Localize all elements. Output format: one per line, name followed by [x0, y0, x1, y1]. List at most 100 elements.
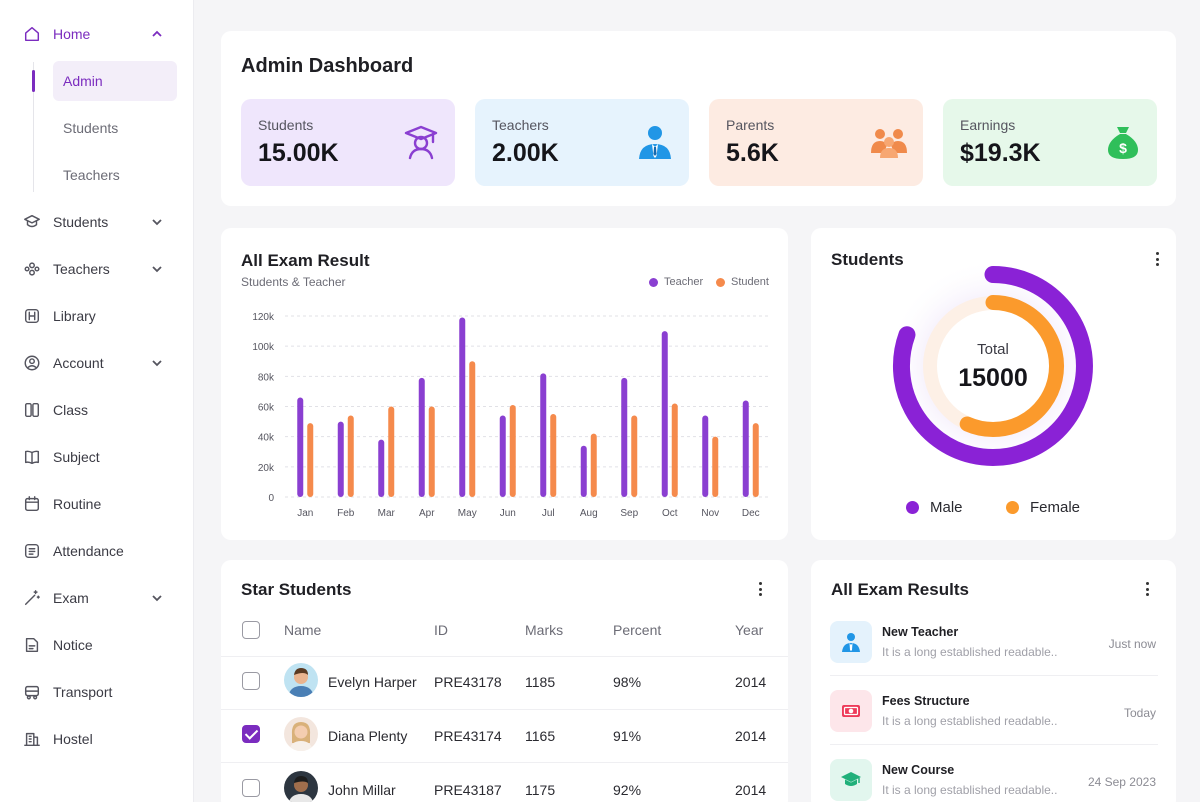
legend-label: Teacher — [664, 276, 704, 288]
y-tick-label: 0 — [268, 493, 274, 504]
x-tick-label: Feb — [337, 508, 355, 519]
bar-teacher-sep[interactable] — [621, 377, 628, 497]
row-checkbox[interactable] — [242, 725, 260, 743]
donut-center — [937, 310, 1049, 422]
list-item[interactable]: New Teacher It is a long established rea… — [830, 619, 1158, 687]
sidebar-item-students[interactable]: Students — [22, 210, 172, 234]
bar-teacher-nov[interactable] — [702, 415, 709, 497]
bar-teacher-apr[interactable] — [418, 377, 425, 497]
bar-student-jul[interactable] — [550, 414, 557, 497]
bar-student-sep[interactable] — [631, 415, 638, 497]
stat-card-parents[interactable]: Parents 5.6K — [709, 99, 923, 186]
teacher-icon — [639, 126, 671, 159]
sidebar-sub-admin[interactable]: Admin — [53, 61, 177, 101]
sidebar-item-label: Teachers — [53, 261, 110, 277]
chevron-down-icon[interactable] — [150, 591, 164, 605]
bar-student-apr[interactable] — [428, 406, 435, 498]
list-item[interactable]: Fees Structure It is a long established … — [830, 688, 1158, 756]
sidebar-item-teachers[interactable]: Teachers — [22, 257, 172, 281]
sidebar-item-label: Students — [53, 214, 109, 230]
bar-teacher-dec[interactable] — [742, 400, 749, 497]
legend-label: Student — [731, 276, 769, 288]
bar-student-aug[interactable] — [590, 433, 597, 497]
student-marks: 1165 — [525, 728, 556, 744]
more-options-icon[interactable] — [1155, 252, 1159, 266]
select-all-checkbox[interactable] — [242, 621, 260, 639]
table-row[interactable] — [221, 656, 788, 709]
bar-teacher-aug[interactable] — [580, 445, 587, 497]
sidebar-item-hostel[interactable]: Hostel — [22, 727, 172, 751]
stat-value: 5.6K — [726, 139, 779, 167]
result-title: New Course — [882, 763, 955, 777]
stat-card-teachers[interactable]: Teachers 2.00K — [475, 99, 689, 186]
more-options-icon[interactable] — [758, 582, 762, 596]
sidebar-item-notice[interactable]: Notice — [22, 633, 172, 657]
bar-teacher-mar[interactable] — [378, 439, 385, 497]
x-tick-label: Aug — [580, 508, 598, 519]
chevron-up-icon[interactable] — [150, 27, 164, 41]
stat-card-students[interactable]: Students 15.00K — [241, 99, 455, 186]
sidebar-sub-students[interactable]: Students — [63, 120, 119, 136]
svg-text:$: $ — [1119, 140, 1127, 156]
column-header-year[interactable]: Year — [735, 622, 764, 638]
chevron-down-icon[interactable] — [150, 262, 164, 276]
result-title: Fees Structure — [882, 694, 970, 708]
student-name: John Millar — [328, 782, 396, 798]
student-percent: 98% — [613, 674, 642, 690]
chevron-down-icon[interactable] — [150, 215, 164, 229]
stat-card-earnings[interactable]: Earnings $19.3K $ — [943, 99, 1157, 186]
x-tick-label: Mar — [378, 508, 396, 519]
parents-icon — [871, 129, 907, 158]
row-checkbox[interactable] — [242, 672, 260, 690]
student-id: PRE43178 — [434, 674, 502, 690]
bar-student-jan[interactable] — [307, 423, 314, 497]
column-header-percent[interactable]: Percent — [613, 622, 662, 638]
hostel-icon — [22, 729, 42, 749]
bar-teacher-jun[interactable] — [499, 415, 506, 497]
student-year: 2014 — [735, 782, 767, 798]
table-row[interactable] — [221, 762, 788, 802]
money-icon — [830, 690, 872, 732]
sidebar-item-class[interactable]: Class — [22, 398, 172, 422]
column-header-marks[interactable]: Marks — [525, 622, 564, 638]
bar-teacher-oct[interactable] — [661, 331, 668, 497]
bar-student-dec[interactable] — [752, 423, 759, 497]
x-tick-label: Apr — [419, 508, 435, 519]
bar-student-feb[interactable] — [347, 415, 354, 497]
sidebar-item-label: Routine — [53, 496, 102, 512]
list-item[interactable]: New Course It is a long established read… — [830, 757, 1158, 802]
sidebar-item-account[interactable]: Account — [22, 351, 172, 375]
bar-teacher-jan[interactable] — [297, 397, 304, 497]
bar-student-mar[interactable] — [388, 406, 395, 498]
graduate-icon — [22, 212, 42, 232]
y-tick-label: 80k — [258, 372, 275, 383]
bar-student-may[interactable] — [469, 361, 476, 497]
sidebar-item-home[interactable]: Home — [22, 22, 172, 46]
sidebar-sub-teachers[interactable]: Teachers — [63, 167, 120, 183]
bar-student-oct[interactable] — [671, 403, 678, 497]
bar-teacher-may[interactable] — [459, 317, 466, 497]
student-name: Evelyn Harper — [328, 674, 417, 690]
graduate-icon — [404, 125, 438, 160]
bar-teacher-jul[interactable] — [540, 373, 547, 497]
sidebar-item-attendance[interactable]: Attendance — [22, 539, 172, 563]
donut-title: Students — [831, 250, 904, 269]
chevron-down-icon[interactable] — [150, 356, 164, 370]
sidebar-item-subject[interactable]: Subject — [22, 445, 172, 469]
sidebar-item-transport[interactable]: Transport — [22, 680, 172, 704]
sidebar-item-exam[interactable]: Exam — [22, 586, 172, 610]
table-row[interactable] — [221, 709, 788, 762]
sidebar-item-library[interactable]: Library — [22, 304, 172, 328]
money-bag-icon: $ — [1108, 127, 1138, 159]
stat-value: 2.00K — [492, 139, 559, 167]
magic-wand-icon — [22, 588, 42, 608]
row-checkbox[interactable] — [242, 779, 260, 797]
account-icon — [22, 353, 42, 373]
bar-student-jun[interactable] — [509, 404, 516, 497]
sidebar-item-routine[interactable]: Routine — [22, 492, 172, 516]
column-header-id[interactable]: ID — [434, 622, 448, 638]
column-header-name[interactable]: Name — [284, 622, 322, 638]
bar-student-nov[interactable] — [712, 436, 719, 497]
more-options-icon[interactable] — [1145, 582, 1149, 596]
bar-teacher-feb[interactable] — [337, 421, 344, 497]
